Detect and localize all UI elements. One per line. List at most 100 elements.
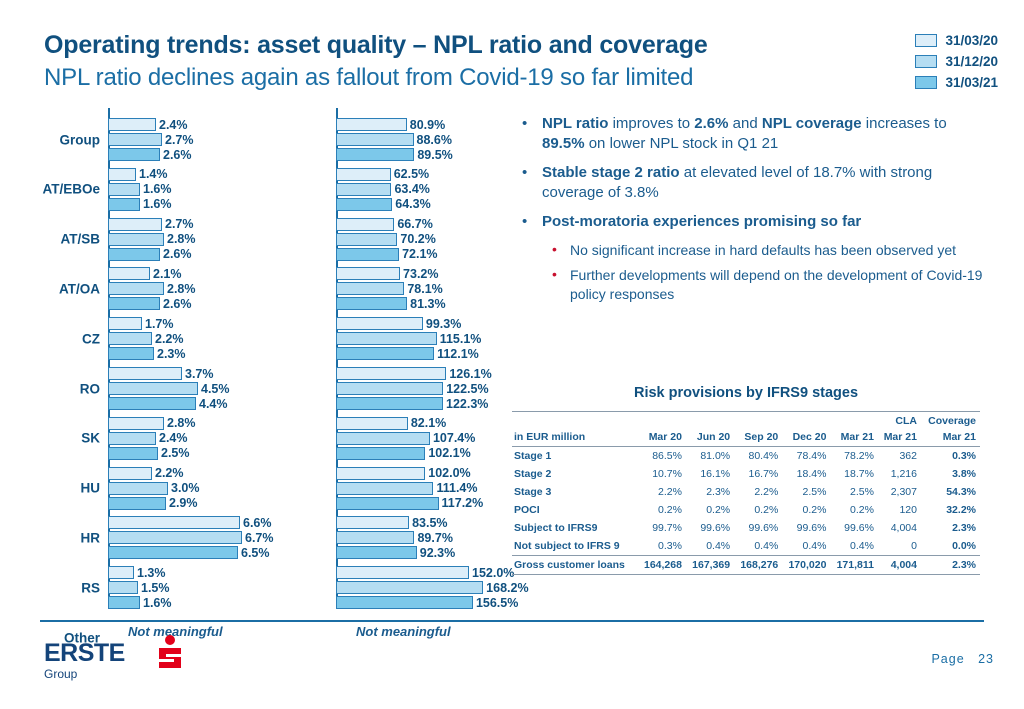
bullet-text: on lower NPL stock in Q1 21 — [584, 135, 779, 152]
bar: 2.2% — [108, 332, 184, 346]
bar-value-label: 6.6% — [243, 515, 272, 530]
bar-value-label: 107.4% — [432, 431, 476, 446]
table-cell: 78.4% — [796, 450, 827, 462]
bar-fill — [336, 167, 391, 181]
bar: 126.1% — [336, 367, 492, 381]
bar: 78.1% — [336, 282, 443, 296]
bullet-marker: • — [522, 164, 528, 181]
table-group-header — [686, 412, 734, 429]
bar-value-label: 1.7% — [145, 316, 174, 331]
table-column-header: Dec 20 — [792, 431, 827, 443]
bar: 2.7% — [108, 133, 194, 147]
table-cell: 0.2% — [754, 504, 779, 516]
bar: 2.6% — [108, 297, 192, 311]
table-cell: 0.3% — [952, 450, 976, 462]
bar: 122.3% — [336, 397, 488, 411]
legend-swatch — [915, 54, 938, 68]
bar-fill — [336, 197, 393, 211]
bar: 2.5% — [108, 446, 190, 460]
erste-s-icon — [156, 635, 184, 674]
table-cell: 99.6% — [844, 522, 874, 534]
bar: 102.1% — [336, 446, 471, 460]
bar-fill — [108, 397, 196, 410]
bar-fill — [108, 347, 154, 361]
bar: 1.6% — [108, 197, 172, 211]
table-cell: 0.4% — [754, 540, 779, 552]
legend-label: 31/12/20 — [945, 53, 998, 69]
bar: 122.5% — [336, 382, 489, 396]
table-cell: 2.3% — [706, 486, 731, 498]
bar: 156.5% — [336, 596, 518, 610]
bullet-marker: • — [552, 266, 557, 282]
table-cell: 2.5% — [850, 486, 874, 498]
bar: 2.4% — [108, 431, 188, 445]
bar-fill — [336, 217, 395, 231]
bullet-text: Stable stage 2 ratio — [542, 164, 680, 181]
table-total-row: Gross customer loans 164,268 167,369 168,27… — [512, 555, 980, 575]
table-cell: 81.0% — [700, 450, 731, 462]
bar-value-label: 81.3% — [410, 296, 446, 311]
bar-value-label: 2.7% — [165, 132, 194, 147]
legend-item-3: 31/03/21 — [915, 72, 998, 92]
table-row-label: Stage 3 — [514, 486, 552, 498]
bar: 82.1% — [336, 416, 446, 430]
bar: 111.4% — [336, 481, 477, 495]
bar-fill — [336, 516, 410, 530]
bar: 1.5% — [108, 581, 170, 595]
bar: 83.5% — [336, 516, 448, 530]
table-cell: 3.8% — [952, 468, 976, 480]
table-total-cell: 171,811 — [836, 559, 874, 571]
bar-value-label: 99.3% — [425, 316, 462, 331]
bar-fill — [108, 466, 152, 480]
bar-fill — [108, 531, 242, 545]
bar: 70.2% — [336, 232, 436, 246]
bar-fill — [108, 596, 140, 610]
page-value: 23 — [978, 652, 994, 666]
table-cell: 2.2% — [754, 486, 779, 498]
bar-fill — [336, 118, 407, 131]
bar: 112.1% — [336, 347, 479, 361]
bar-fill — [108, 297, 160, 311]
bar-fill — [336, 581, 484, 595]
table-cell: 0.2% — [706, 504, 731, 516]
bar-fill — [108, 496, 166, 510]
bar: 2.7% — [108, 217, 194, 231]
table-cell: 99.6% — [700, 522, 731, 534]
bar-fill — [108, 332, 152, 346]
bar: 73.2% — [336, 267, 439, 281]
page-title: Operating trends: asset quality – NPL ra… — [44, 31, 708, 59]
category-label-hr: HR — [80, 530, 101, 546]
table-cell: 4,004 — [890, 522, 917, 534]
legend-label: 31/03/20 — [945, 32, 998, 48]
table-cell: 54.3% — [946, 486, 976, 498]
bar-fill — [108, 197, 140, 211]
bar-value-label: 122.5% — [446, 381, 489, 396]
bar-fill — [336, 382, 444, 395]
bar-value-label: 6.5% — [241, 545, 270, 560]
bullet-item-3: • Post-moratoria experiences promising so… — [518, 212, 988, 232]
table-cell: 32.2% — [946, 504, 976, 516]
bar: 6.6% — [108, 516, 272, 530]
bar-value-label: 1.4% — [139, 167, 168, 182]
bullet-text: Further developments will depend on the … — [570, 267, 983, 302]
bar: 1.3% — [108, 566, 166, 580]
table-cell: 0.4% — [850, 540, 874, 552]
bar-fill — [336, 496, 439, 510]
bar-value-label: 2.4% — [159, 431, 188, 446]
table-cell: 99.7% — [652, 522, 682, 534]
table-foot: Gross customer loans 164,268 167,369 168,27… — [512, 555, 980, 575]
table-cell: 0.2% — [802, 504, 827, 516]
bar-value-label: 2.3% — [157, 346, 186, 361]
legend-label: 31/03/21 — [945, 74, 998, 90]
category-label-rs: RS — [81, 580, 100, 596]
bar: 6.7% — [108, 531, 274, 545]
erste-group-logo: ERSTE Group — [44, 635, 181, 681]
table-group-header: Coverage — [928, 415, 976, 427]
bar-fill — [108, 232, 164, 246]
table-row-label: POCI — [514, 504, 540, 516]
page-number: Page 23 — [931, 652, 994, 666]
table-cell: 18.4% — [796, 468, 827, 480]
bar-fill — [336, 446, 426, 460]
bar: 72.1% — [336, 247, 438, 261]
npl-ratio-chart: Group 2.4% 2.7% 2.6% AT/EBOe 1.4% 1.6% 1.6% AT/S… — [0, 108, 330, 645]
